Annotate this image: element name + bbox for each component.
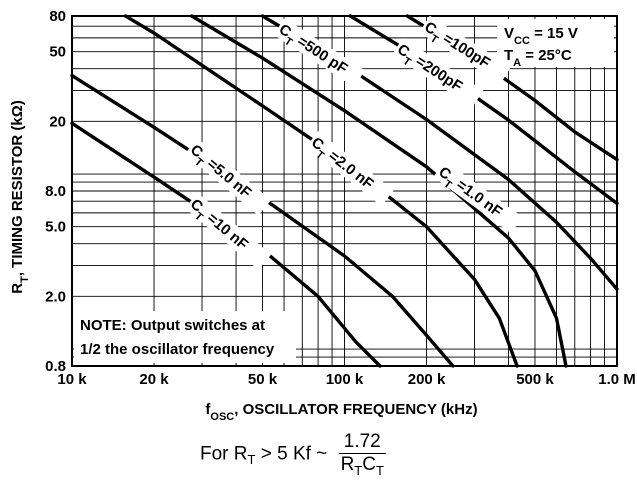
y-tick-label: 50 [49, 44, 66, 61]
formula-fraction: 1.72 RTCT [338, 431, 386, 478]
chart: 80 50 20 8.0 5.0 2.0 0.8 10 k 20 k 50 k 100 k 200 … [9, 8, 636, 423]
x-tick-label: 1.0 M [598, 371, 636, 388]
curve-label-background [419, 15, 512, 84]
frequency-formula: For RT > 5 Kf ~ 1.72 RTCT [200, 431, 500, 478]
formula-condition: > 5 Kf ~ [255, 443, 328, 465]
formula-prefix: For R [200, 443, 248, 465]
note-background [74, 311, 296, 363]
y-tick-label: 5.0 [45, 219, 66, 236]
curve-label-background [433, 160, 523, 234]
note-box: NOTE: Output switches at 1/2 the oscilla… [74, 311, 296, 363]
y-tick-labels: 80 50 20 8.0 5.0 2.0 0.8 [45, 8, 66, 375]
conditions-legend: VCC = 15 V TA = 25°C [497, 19, 614, 69]
formula-den-r: R [340, 454, 355, 475]
curve-label: CT =1.0 nF [433, 164, 506, 225]
formula-den-r-sub: T [354, 462, 363, 478]
y-axis-title: RT, TIMING RESISTOR (kΩ) [9, 100, 31, 294]
x-tick-label: 100 k [326, 371, 364, 388]
curve-label-background [184, 192, 272, 270]
plot-frame [71, 15, 618, 367]
formula-den-c-sub: T [375, 462, 384, 478]
x-tick-labels: 10 k 20 k 50 k 100 k 200 k 500 k 1.0 M [57, 371, 635, 388]
condition-ta: TA = 25°C [504, 47, 572, 69]
curve-label-background [305, 131, 394, 207]
y-tick-label: 80 [49, 8, 66, 25]
condition-vcc: VCC = 15 V [504, 25, 578, 47]
curve-label: CT =2.0 nF [305, 134, 377, 197]
note-line-1: NOTE: Output switches at [80, 317, 265, 334]
y-tick-label: 0.8 [45, 358, 66, 375]
formula-prefix-sub: T [247, 452, 256, 468]
formula-denominator: RTCT [339, 454, 386, 478]
conditions-background [497, 19, 614, 67]
curve-10-nf [70, 121, 382, 368]
x-tick-label: 50 k [248, 371, 278, 388]
y-tick-label: 20 [49, 113, 66, 130]
note-line-2: 1/2 the oscillator frequency [80, 341, 275, 358]
curve-1-0-nf [190, 14, 568, 368]
formula-den-c: C [362, 454, 376, 475]
curve-label-background [273, 18, 365, 88]
x-tick-label: 200 k [408, 371, 446, 388]
y-tick-label: 8.0 [45, 183, 66, 200]
y-tick-label: 2.0 [45, 288, 66, 305]
curve-5-0-nf [70, 73, 455, 368]
x-axis-title: fOSC, OSCILLATOR FREQUENCY (kHz) [205, 401, 477, 423]
curve-label: CT =5.0 nF [184, 141, 255, 205]
x-tick-label: 500 k [516, 371, 554, 388]
curve-label-background [184, 138, 272, 216]
x-tick-label: 10 k [57, 371, 87, 388]
x-tick-label: 20 k [139, 371, 169, 388]
curve-label-background [391, 38, 484, 108]
formula-numerator: 1.72 [338, 431, 386, 454]
